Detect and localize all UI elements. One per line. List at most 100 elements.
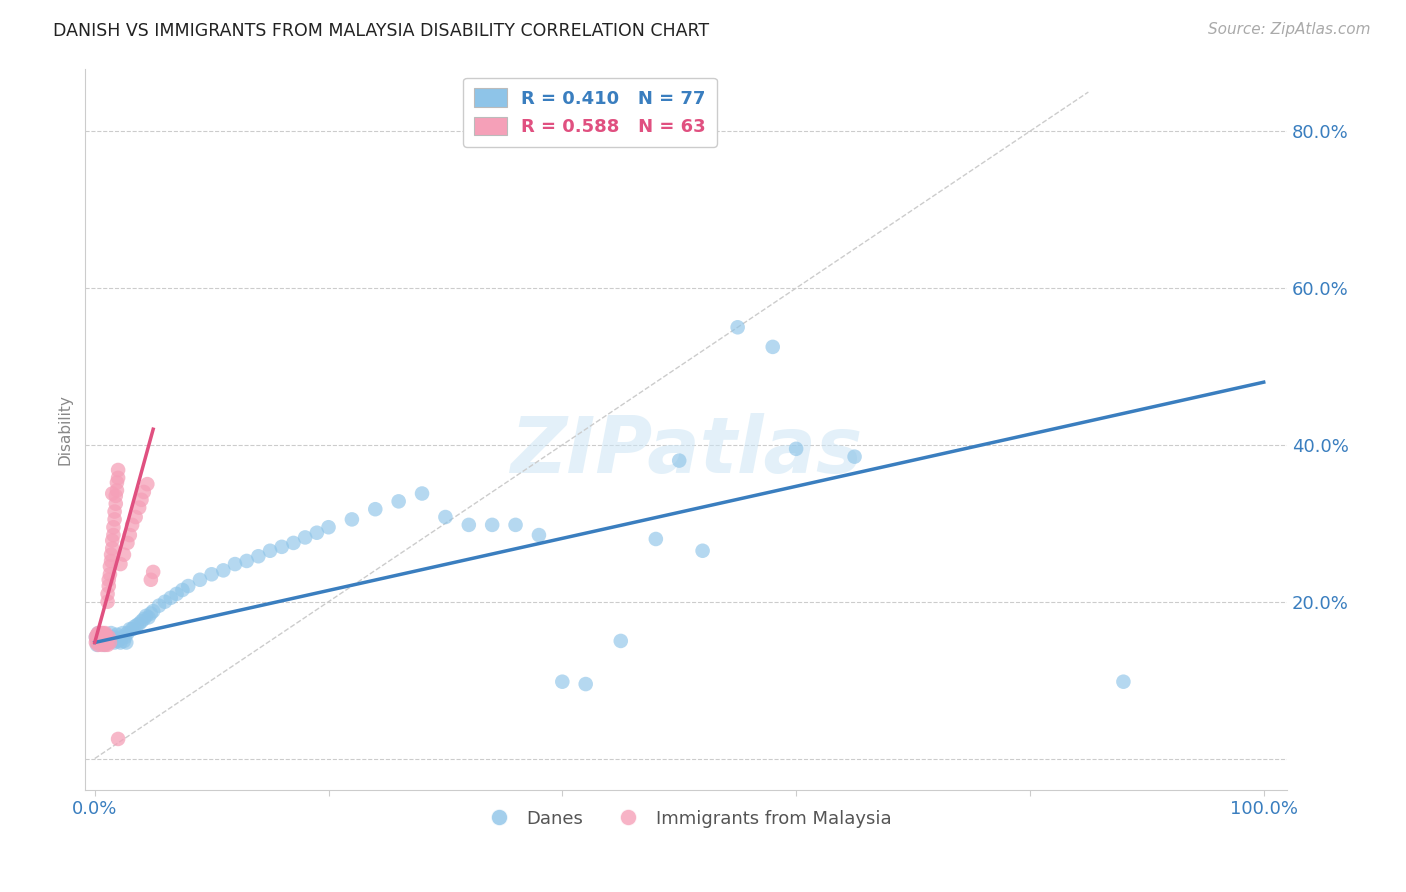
Point	[96, 630, 118, 644]
Point	[103, 520, 125, 534]
Point	[86, 634, 108, 648]
Point	[283, 536, 305, 550]
Point	[104, 504, 127, 518]
Point	[139, 607, 162, 621]
Point	[131, 615, 153, 629]
Text: ZIPatlas: ZIPatlas	[510, 413, 862, 489]
Point	[100, 554, 122, 568]
Point	[188, 573, 211, 587]
Point	[101, 634, 124, 648]
Point	[84, 630, 107, 644]
Point	[90, 638, 112, 652]
Point	[98, 567, 121, 582]
Point	[121, 517, 143, 532]
Point	[104, 512, 127, 526]
Point	[132, 485, 155, 500]
Point	[90, 630, 112, 644]
Point	[112, 634, 135, 648]
Point	[89, 630, 111, 644]
Point	[103, 630, 125, 644]
Point	[94, 638, 117, 652]
Point	[93, 628, 115, 642]
Point	[110, 557, 132, 571]
Point	[87, 626, 110, 640]
Point	[153, 595, 176, 609]
Point	[118, 622, 141, 636]
Point	[90, 634, 112, 648]
Point	[148, 599, 170, 613]
Point	[104, 635, 127, 649]
Point	[90, 626, 112, 640]
Point	[844, 450, 866, 464]
Point	[98, 635, 121, 649]
Point	[87, 638, 110, 652]
Point	[124, 620, 146, 634]
Point	[87, 626, 110, 640]
Point	[551, 674, 574, 689]
Point	[96, 634, 118, 648]
Point	[98, 559, 121, 574]
Point	[692, 543, 714, 558]
Point	[118, 528, 141, 542]
Point	[91, 630, 114, 644]
Point	[128, 500, 150, 515]
Point	[107, 463, 129, 477]
Point	[762, 340, 785, 354]
Point	[318, 520, 340, 534]
Point	[84, 630, 107, 644]
Point	[96, 635, 118, 649]
Point	[111, 626, 134, 640]
Point	[86, 628, 108, 642]
Point	[107, 471, 129, 485]
Point	[124, 510, 146, 524]
Point	[139, 573, 162, 587]
Point	[101, 541, 124, 556]
Point	[177, 579, 200, 593]
Point	[91, 635, 114, 649]
Point	[107, 731, 129, 746]
Point	[132, 612, 155, 626]
Point	[96, 634, 118, 648]
Point	[101, 486, 124, 500]
Point	[135, 608, 157, 623]
Point	[94, 626, 117, 640]
Point	[142, 565, 165, 579]
Point	[527, 528, 550, 542]
Point	[110, 635, 132, 649]
Point	[103, 528, 125, 542]
Point	[247, 549, 270, 564]
Point	[97, 579, 120, 593]
Point	[294, 530, 316, 544]
Point	[166, 587, 188, 601]
Point	[644, 532, 666, 546]
Point	[411, 486, 433, 500]
Point	[94, 630, 117, 644]
Point	[104, 497, 127, 511]
Point	[159, 591, 181, 605]
Point	[93, 635, 115, 649]
Point	[115, 635, 138, 649]
Point	[97, 595, 120, 609]
Point	[201, 567, 224, 582]
Point	[668, 453, 690, 467]
Point	[100, 626, 122, 640]
Point	[97, 630, 120, 644]
Point	[434, 510, 457, 524]
Point	[90, 635, 112, 649]
Point	[481, 517, 503, 532]
Point	[364, 502, 387, 516]
Point	[117, 536, 139, 550]
Point	[142, 604, 165, 618]
Point	[727, 320, 749, 334]
Point	[270, 540, 292, 554]
Point	[93, 638, 115, 652]
Point	[108, 632, 131, 647]
Point	[224, 557, 246, 571]
Point	[90, 630, 112, 644]
Point	[107, 634, 129, 648]
Point	[90, 628, 112, 642]
Point	[93, 634, 115, 648]
Text: Source: ZipAtlas.com: Source: ZipAtlas.com	[1208, 22, 1371, 37]
Point	[101, 533, 124, 548]
Point	[235, 554, 257, 568]
